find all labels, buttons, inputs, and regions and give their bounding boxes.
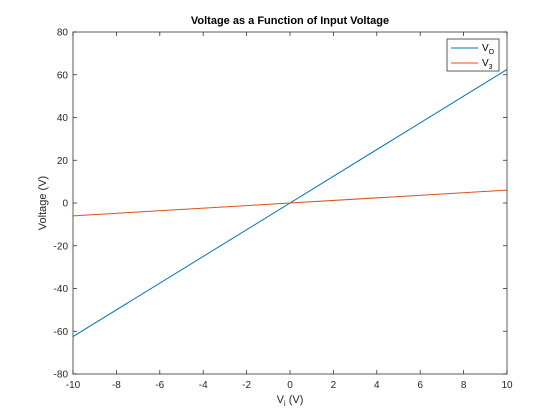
y-axis-label: Voltage (V) [37,176,49,230]
series-layer [72,68,508,338]
x-tick-label: 4 [374,380,380,391]
legend-label-v3: V3 [482,58,493,71]
y-tick-label: -20 [54,241,69,252]
y-tick-label: -80 [54,370,69,381]
legend-label-vo: VO [482,43,495,56]
y-tick-label: 60 [57,70,69,81]
y-tick-label: 0 [62,199,68,210]
x-axis-label-unit: (V) [286,394,304,406]
x-tick-label: -2 [242,380,251,391]
x-tick-label: -6 [155,380,164,391]
y-tick-label: 20 [57,156,69,167]
y-tick-label: -60 [54,327,69,338]
y-tick-label: 80 [57,28,69,39]
x-axis-label: Vi (V) [277,394,304,408]
x-tick-label: -8 [112,380,121,391]
x-tick-label: 10 [501,380,513,391]
x-tick-label: 6 [417,380,423,391]
x-tick-label: 0 [287,380,293,391]
x-tick-label: -10 [66,380,81,391]
y-tick-label: 40 [57,113,69,124]
x-tick-label: 8 [461,380,467,391]
legend: VO V3 [446,38,500,72]
x-tick-label: 2 [331,380,337,391]
chart-title: Voltage as a Function of Input Voltage [191,15,389,27]
series-line-v3 [72,189,508,217]
x-axis-label-main: V [277,394,285,406]
x-tick-label: -4 [199,380,208,391]
x-axis-label-sub: i [284,399,286,408]
legend-box [446,38,500,72]
y-tick-label: -40 [54,284,69,295]
